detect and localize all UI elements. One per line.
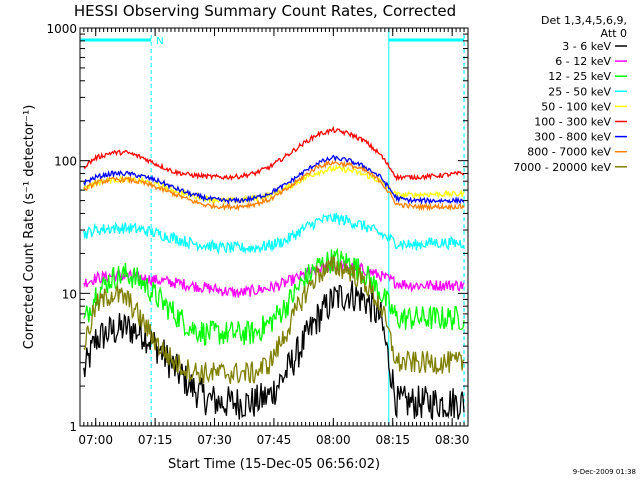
series-line xyxy=(83,254,465,385)
y-tick-label: 1 xyxy=(69,420,77,434)
legend-header: Det 1,3,4,5,6,9, xyxy=(541,14,627,27)
legend: Det 1,3,4,5,6,9,Att 03 - 6 keV 6 - 12 keV… xyxy=(513,14,627,174)
legend-label: 3 - 6 keV xyxy=(562,40,611,53)
x-axis-label: Start Time (15-Dec-05 06:56:02) xyxy=(168,457,380,472)
y-axis-label: Corrected Count Rate (s⁻¹ detector⁻¹) xyxy=(22,105,37,350)
flag-label: N xyxy=(156,36,163,47)
x-tick-label: 08:30 xyxy=(435,433,470,447)
y-tick-label: 100 xyxy=(54,155,77,169)
legend-label: 300 - 800 keV xyxy=(534,131,611,144)
x-tick-label: 08:00 xyxy=(316,433,351,447)
series-100-300-keV xyxy=(83,125,465,182)
series-line xyxy=(83,125,465,182)
series-line xyxy=(83,154,465,206)
legend-label: 7000 - 20000 keV xyxy=(513,161,611,174)
legend-label: 50 - 100 keV xyxy=(541,100,611,113)
plot-area: N xyxy=(79,28,465,426)
legend-label: 12 - 25 keV xyxy=(548,70,611,83)
timestamp: 9-Dec-2009 01:38 xyxy=(573,468,636,476)
series-800-7000-keV xyxy=(83,160,465,212)
series-line xyxy=(83,212,465,255)
series-25-50-keV xyxy=(83,212,465,255)
legend-label: 100 - 300 keV xyxy=(534,116,611,129)
x-tick-label: 07:00 xyxy=(78,433,113,447)
y-tick-label: 1000 xyxy=(46,22,77,36)
series-line xyxy=(83,160,465,212)
x-tick-label: 08:15 xyxy=(375,433,410,447)
axis-ticks: 1 10 100 1000 07:00 07:15 07:30 07:45 08:00 08:15… xyxy=(46,22,469,447)
series-3-6-keV xyxy=(83,280,465,421)
plot-frame xyxy=(79,27,469,427)
series-7000-20000-keV xyxy=(83,254,465,385)
legend-label: 25 - 50 keV xyxy=(548,85,611,98)
chart-title: HESSI Observing Summary Count Rates, Cor… xyxy=(74,2,456,20)
legend-header: Att 0 xyxy=(601,27,627,40)
legend-label: 800 - 7000 keV xyxy=(527,146,611,159)
x-tick-label: 07:45 xyxy=(257,433,292,447)
series-300-800-keV xyxy=(83,154,465,206)
legend-label: 6 - 12 keV xyxy=(555,55,611,68)
series-line xyxy=(83,247,465,346)
series-line xyxy=(83,280,465,421)
x-tick-label: 07:30 xyxy=(197,433,232,447)
y-tick-label: 10 xyxy=(62,287,77,301)
x-tick-label: 07:15 xyxy=(138,433,173,447)
series-12-25-keV xyxy=(83,247,465,346)
